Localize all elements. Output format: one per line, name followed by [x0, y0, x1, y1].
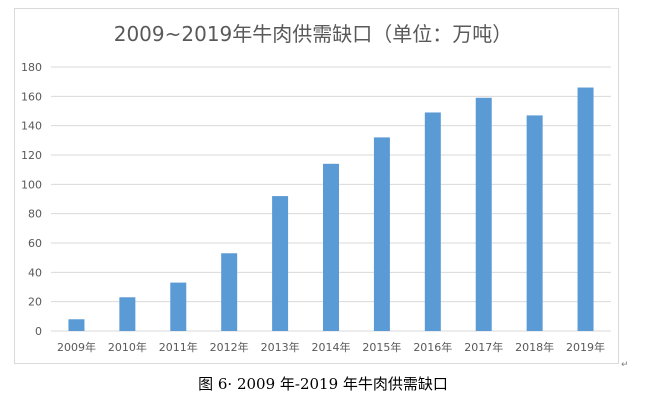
x-tick-label: 2016年 — [413, 340, 452, 354]
x-tick-label: 2010年 — [108, 340, 147, 354]
bar-chart: 2009~2019年牛肉供需缺口（单位：万吨） 0 20 40 60 80 100 120 1… — [21, 22, 611, 354]
bar — [475, 97, 492, 331]
y-tick-label: 100 — [21, 178, 42, 191]
bar — [170, 282, 187, 331]
bar — [221, 253, 238, 331]
chart-area: 2009~2019年牛肉供需缺口（单位：万吨） 0 20 40 60 80 100 120 1… — [14, 8, 619, 364]
bar — [526, 115, 543, 332]
x-axis-ticks: 2009年 2010年 2011年 2012年 2013年 2014年 2015年 2016年… — [57, 340, 605, 354]
y-tick-label: 0 — [35, 325, 42, 338]
x-tick-label: 2015年 — [362, 340, 401, 354]
bars — [68, 87, 594, 332]
x-tick-label: 2013年 — [261, 340, 300, 354]
x-tick-label: 2009年 — [57, 340, 96, 354]
y-tick-label: 140 — [21, 120, 42, 133]
bar — [272, 196, 289, 331]
bar — [424, 112, 441, 331]
bar — [373, 137, 390, 331]
x-tick-label: 2011年 — [159, 340, 198, 354]
y-tick-label: 120 — [21, 149, 42, 162]
x-tick-label: 2014年 — [312, 340, 351, 354]
y-tick-label: 80 — [28, 208, 42, 221]
y-tick-label: 160 — [21, 90, 42, 103]
x-tick-label: 2012年 — [210, 340, 249, 354]
y-tick-label: 60 — [28, 237, 42, 250]
paragraph-mark: ↵ — [621, 360, 629, 370]
y-axis-ticks: 0 20 40 60 80 100 120 140 160 180 — [21, 61, 42, 338]
x-tick-label: 2018年 — [515, 340, 554, 354]
y-tick-label: 180 — [21, 61, 42, 74]
x-tick-label: 2017年 — [464, 340, 503, 354]
x-tick-label: 2019年 — [566, 340, 605, 354]
bar — [323, 163, 339, 331]
y-tick-label: 20 — [28, 296, 42, 309]
y-tick-label: 40 — [28, 266, 42, 279]
figure-caption: 图 6· 2009 年-2019 年牛肉供需缺口 — [198, 375, 448, 393]
bar — [577, 87, 594, 332]
bar — [119, 297, 136, 331]
bar — [68, 319, 85, 331]
chart-title: 2009~2019年牛肉供需缺口（单位：万吨） — [114, 22, 513, 46]
